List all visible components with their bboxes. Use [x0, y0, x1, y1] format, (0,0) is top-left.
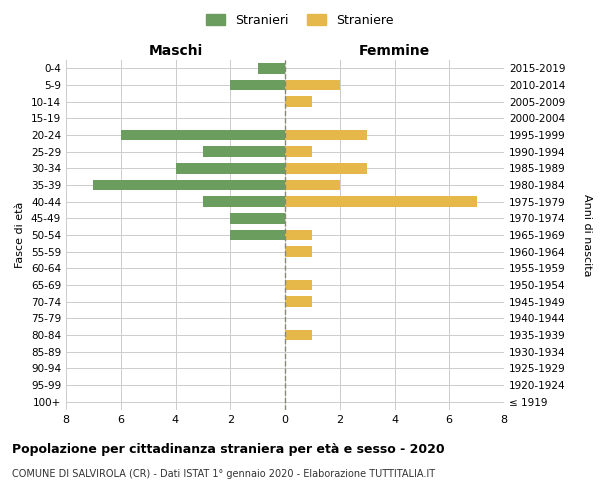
- Y-axis label: Anni di nascita: Anni di nascita: [582, 194, 592, 276]
- Bar: [121, 130, 285, 140]
- Bar: [285, 280, 313, 290]
- Bar: [176, 163, 285, 174]
- Bar: [203, 196, 285, 207]
- Text: Popolazione per cittadinanza straniera per età e sesso - 2020: Popolazione per cittadinanza straniera p…: [12, 442, 445, 456]
- Text: Maschi: Maschi: [148, 44, 203, 58]
- Bar: [285, 196, 476, 207]
- Bar: [285, 230, 313, 240]
- Text: Femmine: Femmine: [359, 44, 430, 58]
- Bar: [285, 146, 313, 157]
- Legend: Stranieri, Straniere: Stranieri, Straniere: [202, 8, 398, 32]
- Y-axis label: Fasce di età: Fasce di età: [16, 202, 25, 268]
- Bar: [285, 330, 313, 340]
- Text: COMUNE DI SALVIROLA (CR) - Dati ISTAT 1° gennaio 2020 - Elaborazione TUTTITALIA.: COMUNE DI SALVIROLA (CR) - Dati ISTAT 1°…: [12, 469, 435, 479]
- Bar: [285, 130, 367, 140]
- Bar: [203, 146, 285, 157]
- Bar: [285, 246, 313, 257]
- Bar: [230, 230, 285, 240]
- Bar: [285, 296, 313, 307]
- Bar: [230, 80, 285, 90]
- Bar: [285, 180, 340, 190]
- Bar: [285, 163, 367, 174]
- Bar: [230, 213, 285, 224]
- Bar: [257, 63, 285, 74]
- Bar: [285, 96, 313, 107]
- Bar: [94, 180, 285, 190]
- Bar: [285, 80, 340, 90]
